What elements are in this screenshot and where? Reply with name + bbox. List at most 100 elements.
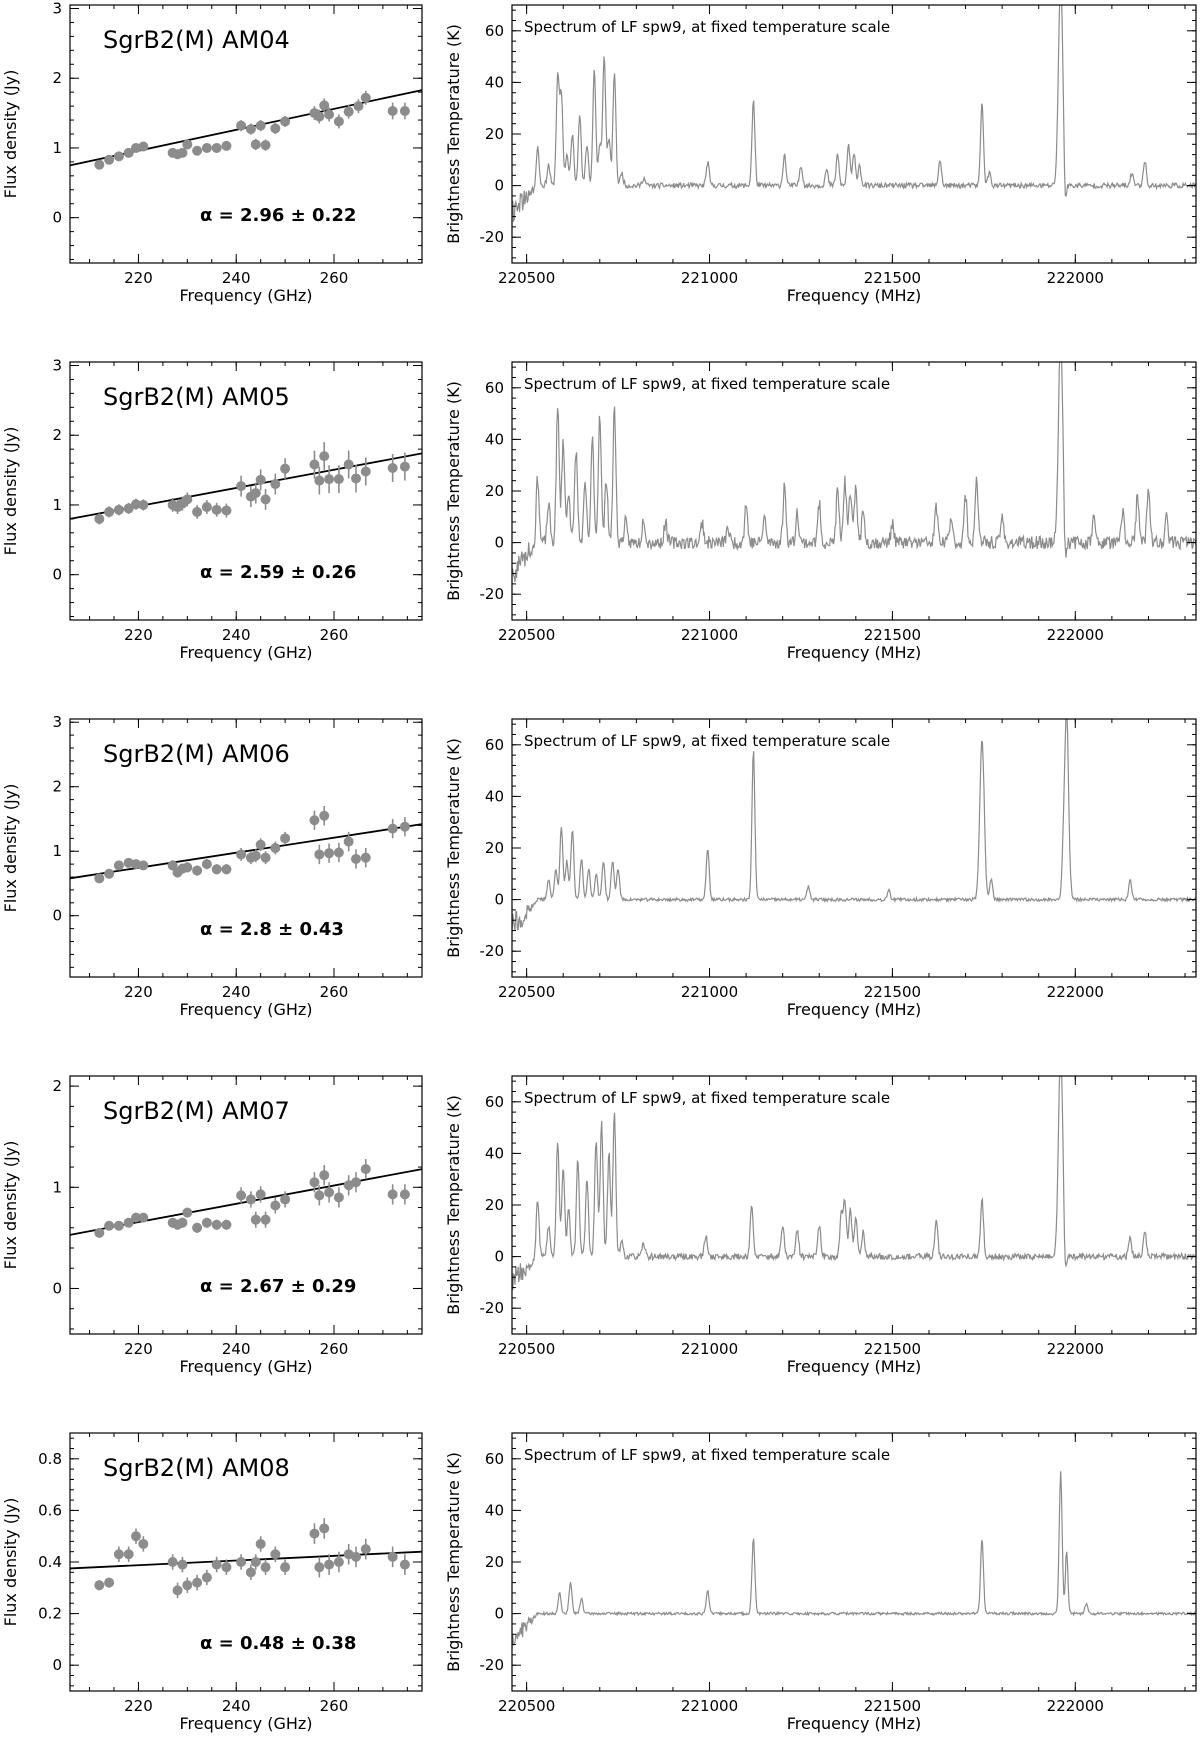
data-point <box>360 466 371 477</box>
spectrum-title: Spectrum of LF spw9, at fixed temperatur… <box>524 18 890 36</box>
x-tick-label: 240 <box>222 269 251 287</box>
y-tick-label: 40 <box>485 73 504 91</box>
data-point <box>351 473 361 484</box>
data-point <box>343 836 354 847</box>
data-point <box>280 1562 291 1573</box>
data-point <box>270 479 281 490</box>
y-tick-label: 0 <box>52 1656 62 1674</box>
x-tick-label: 240 <box>222 1697 251 1715</box>
y-tick-label: 0 <box>494 891 504 909</box>
y-tick-label: 60 <box>485 22 504 40</box>
data-point <box>387 105 398 116</box>
data-point <box>113 1549 124 1560</box>
data-point <box>260 1562 271 1573</box>
data-point <box>260 852 271 863</box>
x-tick-label: 221500 <box>864 269 921 287</box>
sed-panel-1: 220 240 260 0 1 2 3 SgrB2(M) AM04 α = 2.96 ± 0.2… <box>1 0 423 305</box>
sed-axes <box>69 1075 423 1335</box>
data-point <box>324 474 335 485</box>
data-point <box>314 1562 325 1573</box>
x-axis-label: Frequency (GHz) <box>179 1714 312 1733</box>
data-point <box>343 106 354 117</box>
y-tick-label: 2 <box>52 426 62 444</box>
spectrum-panel-3: 220500 221000 221500 222000 -20 0 20 40 60 Spectr… <box>444 718 1197 1019</box>
x-tick-label: 220 <box>124 1697 153 1715</box>
data-point <box>399 821 410 832</box>
data-point <box>221 505 232 516</box>
data-point <box>221 1562 232 1573</box>
data-point <box>123 147 134 158</box>
x-tick-label: 222000 <box>1047 269 1104 287</box>
x-tick-label: 220500 <box>498 1340 555 1358</box>
x-tick-label: 220500 <box>498 626 555 644</box>
x-axis-label: Frequency (MHz) <box>787 286 921 305</box>
spectrum-panel-4: 220500 221000 221500 222000 -20 0 20 40 60 Spectr… <box>444 1075 1197 1376</box>
data-point <box>255 120 266 131</box>
sed-panel-5: 220 240 260 0 0.2 0.4 0.6 0.8 SgrB2(M) AM08 α = 0… <box>1 1432 423 1733</box>
source-name: SgrB2(M) AM07 <box>103 1097 290 1125</box>
y-tick-label: -20 <box>480 942 505 960</box>
data-point <box>250 1214 261 1225</box>
y-tick-label: 60 <box>485 379 504 397</box>
y-axis-label: Flux density (Jy) <box>1 1141 20 1270</box>
data-point <box>221 140 232 151</box>
y-tick-label: 20 <box>485 1553 504 1571</box>
data-point <box>399 461 410 472</box>
x-tick-label: 222000 <box>1047 983 1104 1001</box>
y-axis-label: Brightness Temperature (K) <box>444 381 463 601</box>
data-point <box>333 474 344 485</box>
data-point <box>94 1227 105 1238</box>
spectrum-axes <box>511 1432 1197 1692</box>
data-point <box>236 481 247 492</box>
x-axis-label: Frequency (MHz) <box>787 643 921 662</box>
data-point <box>138 1212 149 1223</box>
y-tick-label: 40 <box>485 787 504 805</box>
data-point <box>387 462 398 473</box>
y-tick-label: 1 <box>52 842 62 860</box>
spectrum-axes <box>511 361 1197 621</box>
data-point <box>360 1544 371 1555</box>
data-point <box>399 105 410 116</box>
data-point <box>250 488 261 499</box>
y-tick-label: 0 <box>52 1279 62 1297</box>
data-point <box>280 1194 291 1205</box>
data-point <box>104 1577 115 1588</box>
data-point <box>360 852 371 863</box>
y-tick-label: 0.2 <box>38 1605 62 1623</box>
data-point <box>255 839 266 850</box>
y-tick-label: 3 <box>52 0 62 17</box>
y-tick-label: 40 <box>485 1144 504 1162</box>
spectral-index: α = 0.48 ± 0.38 <box>200 1633 356 1654</box>
data-point <box>192 865 203 876</box>
data-point <box>343 459 354 470</box>
x-axis-label: Frequency (GHz) <box>179 1000 312 1019</box>
spectrum-panel-2: 220500 221000 221500 222000 -20 0 20 40 60 Spectr… <box>444 361 1197 662</box>
data-point <box>94 873 105 884</box>
x-tick-label: 240 <box>222 626 251 644</box>
data-point <box>314 111 325 122</box>
data-point <box>309 1528 320 1539</box>
data-point <box>387 1189 398 1200</box>
y-tick-label: 60 <box>485 736 504 754</box>
spectral-index: α = 2.67 ± 0.29 <box>200 1276 356 1297</box>
x-tick-label: 221500 <box>864 1340 921 1358</box>
data-point <box>192 1577 203 1588</box>
data-point <box>211 1219 222 1230</box>
y-tick-label: 60 <box>485 1450 504 1468</box>
x-tick-label: 260 <box>320 1340 349 1358</box>
spectrum-line <box>512 5 1196 224</box>
source-name: SgrB2(M) AM08 <box>103 1454 290 1482</box>
x-tick-label: 220500 <box>498 269 555 287</box>
x-tick-label: 222000 <box>1047 1697 1104 1715</box>
x-tick-label: 260 <box>320 1697 349 1715</box>
data-point <box>201 142 212 153</box>
data-point <box>245 124 256 135</box>
data-point <box>94 1580 105 1591</box>
data-point <box>211 504 222 515</box>
data-point <box>351 1177 361 1188</box>
y-tick-label: 20 <box>485 839 504 857</box>
data-point <box>211 864 222 875</box>
x-tick-label: 221000 <box>681 983 738 1001</box>
y-tick-label: 0 <box>494 177 504 195</box>
